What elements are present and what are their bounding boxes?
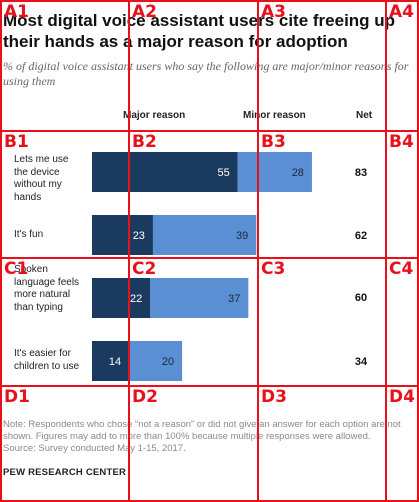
bar-major-reason <box>92 152 238 192</box>
chart-note: Note: Respondents who chose “not a reaso… <box>3 419 415 455</box>
grid-cell-label: A2 <box>132 2 157 22</box>
column-header-major: Major reason <box>123 110 186 121</box>
note-text: Note: Respondents who chose “not a reaso… <box>3 419 401 442</box>
source-text: Source: Survey conducted May 1-15, 2017. <box>3 443 186 454</box>
data-label-major: 22 <box>130 293 142 305</box>
data-label-minor: 39 <box>236 230 248 242</box>
grid-cell-label: A1 <box>4 2 29 22</box>
bar-major-reason <box>92 278 151 318</box>
row-label-hands-free: Lets me use the device without my hands <box>14 154 69 203</box>
row-label-natural-language: Spoken language feels more natural than … <box>14 264 80 313</box>
bar-minor-reason <box>129 341 183 381</box>
grid-cell-label: D1 <box>4 387 30 407</box>
grid-border <box>0 0 419 2</box>
net-value: 83 <box>354 167 368 179</box>
column-header-net: Net <box>356 110 373 121</box>
data-label-major: 14 <box>109 356 121 368</box>
grid-cell-label: D3 <box>261 387 287 407</box>
net-value: 60 <box>354 292 368 304</box>
grid-border <box>0 500 419 502</box>
bar-minor-reason <box>152 215 257 255</box>
data-label-minor: 37 <box>228 293 240 305</box>
grid-border <box>0 0 2 502</box>
grid-line-vertical <box>128 0 130 502</box>
chart-subtitle: % of digital voice assistant users who s… <box>3 59 409 88</box>
grid-cell-label: D4 <box>389 387 415 407</box>
grid-line-horizontal <box>0 385 419 387</box>
column-header-minor: Minor reason <box>243 110 306 121</box>
bar-major-reason <box>92 341 130 381</box>
data-label-minor: 20 <box>162 356 174 368</box>
net-value: 34 <box>354 356 368 368</box>
bar-minor-reason <box>237 152 312 192</box>
grid-cell-label: B3 <box>261 132 286 152</box>
row-label-children: It's easier for children to use <box>14 348 80 372</box>
bar-major-reason <box>92 215 153 255</box>
grid-cell-label: C1 <box>4 259 29 279</box>
grid-cell-label: B2 <box>132 132 157 152</box>
row-label-fun: It's fun <box>14 229 44 240</box>
chart-title: Most digital voice assistant users cite … <box>3 11 396 51</box>
grid-border <box>417 0 419 502</box>
grid-line-vertical <box>385 0 387 502</box>
grid-line-horizontal <box>0 257 419 259</box>
grid-cell-label: C4 <box>389 259 414 279</box>
net-value: 62 <box>354 230 368 242</box>
grid-cell-label: B1 <box>4 132 29 152</box>
grid-line-vertical <box>257 0 259 502</box>
grid-cell-label: B4 <box>389 132 414 152</box>
data-label-minor: 28 <box>292 167 304 179</box>
grid-cell-label: C3 <box>261 259 286 279</box>
brand-label: PEW RESEARCH CENTER <box>3 467 127 478</box>
data-label-major: 55 <box>218 167 230 179</box>
grid-cell-label: D2 <box>132 387 158 407</box>
data-label-major: 23 <box>133 230 145 242</box>
grid-line-horizontal <box>0 130 419 132</box>
grid-cell-label: C2 <box>132 259 157 279</box>
grid-cell-label: A3 <box>261 2 286 22</box>
bar-minor-reason <box>150 278 249 318</box>
grid-cell-label: A4 <box>389 2 414 22</box>
